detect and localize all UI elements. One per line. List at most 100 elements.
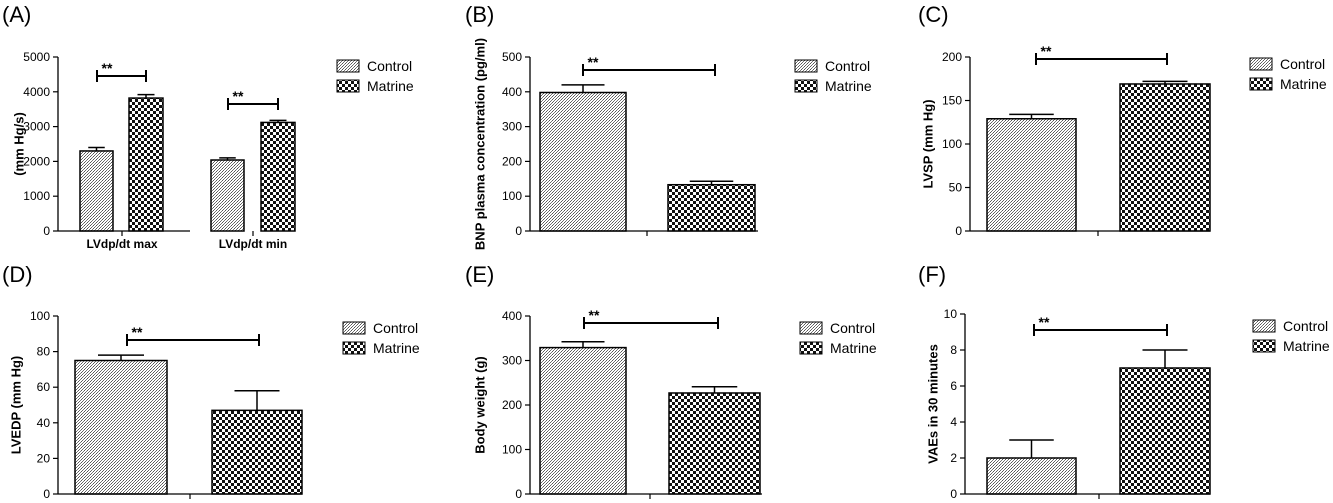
chart-panel-6: (F) 0 2 4 6 8 10 VAEs in 30 minutes ** Control Mat… bbox=[918, 262, 1330, 501]
bar-matrine bbox=[211, 409, 303, 495]
significance-bracket: ** bbox=[96, 60, 147, 82]
y-tick-label: 300 bbox=[502, 120, 522, 134]
y-tick-label: 150 bbox=[942, 94, 962, 108]
significance-label: ** bbox=[1039, 314, 1050, 330]
significance-label: ** bbox=[233, 88, 244, 104]
y-tick-label: 400 bbox=[502, 309, 522, 323]
chart-panel-5: (E) 0 100 200 300 400 Body weight (g) ** Control… bbox=[465, 262, 877, 501]
error-bar-control-2 bbox=[219, 157, 236, 161]
legend: Control Matrine bbox=[1249, 56, 1327, 92]
y-tick-label: 400 bbox=[502, 85, 522, 99]
error-bar-control bbox=[561, 84, 605, 93]
y-tick-label: 4000 bbox=[23, 85, 50, 99]
legend-swatch-matrine bbox=[336, 79, 360, 93]
legend-label-matrine: Matrine bbox=[1283, 338, 1330, 354]
legend-swatch-matrine bbox=[794, 79, 818, 93]
legend-label-control: Control bbox=[830, 320, 875, 336]
y-tick-label: 6 bbox=[950, 379, 957, 393]
significance-label: ** bbox=[1041, 43, 1052, 59]
y-tick-label: 300 bbox=[502, 354, 522, 368]
error-bar-matrine-2 bbox=[269, 119, 287, 123]
legend-label-matrine: Matrine bbox=[825, 78, 872, 94]
bar-matrine-1 bbox=[128, 97, 164, 232]
error-bar-matrine bbox=[1142, 349, 1188, 368]
y-tick-label: 80 bbox=[37, 345, 51, 359]
legend-label-matrine: Matrine bbox=[1280, 76, 1327, 92]
y-tick-label: 200 bbox=[502, 398, 522, 412]
chart-panel-1: (A) 0 1000 2000 3000 4000 5000 LVdp/dt max LVdp/… bbox=[2, 2, 414, 251]
error-bar-matrine bbox=[691, 386, 738, 393]
legend-label-control: Control bbox=[1280, 56, 1325, 72]
y-axis-label: LVSP (mm Hg) bbox=[920, 99, 935, 188]
significance-bracket: ** bbox=[1033, 314, 1168, 336]
y-tick-label: 0 bbox=[43, 487, 50, 501]
legend-swatch-control bbox=[342, 321, 366, 335]
error-bar-matrine bbox=[234, 390, 280, 411]
legend-swatch-matrine bbox=[1252, 339, 1276, 353]
bar-matrine bbox=[667, 183, 756, 232]
y-tick-label: 4 bbox=[950, 415, 957, 429]
error-bar-control-1 bbox=[88, 146, 105, 151]
y-tick-label: 0 bbox=[950, 487, 957, 501]
bar-control bbox=[74, 359, 168, 495]
error-bar-matrine bbox=[1142, 80, 1188, 84]
y-tick-label: 0 bbox=[515, 487, 522, 501]
significance-label: ** bbox=[132, 324, 143, 340]
chart-panel-3: (C) 0 50 100 150 200 LVSP (mm Hg) ** Control Matr… bbox=[918, 2, 1327, 238]
y-tick-label: 60 bbox=[37, 380, 51, 394]
legend-swatch-control bbox=[794, 59, 818, 73]
legend: Control Matrine bbox=[1252, 318, 1330, 354]
legend-swatch-control bbox=[1252, 319, 1276, 333]
legend: Control Matrine bbox=[794, 58, 872, 94]
y-tick-label: 5000 bbox=[23, 50, 50, 64]
significance-bracket: ** bbox=[582, 54, 716, 76]
y-tick-label: 40 bbox=[37, 416, 51, 430]
legend-label-control: Control bbox=[1283, 318, 1328, 334]
bar-control bbox=[986, 457, 1077, 495]
bar-control bbox=[986, 118, 1077, 232]
panel-label: (B) bbox=[465, 2, 494, 27]
y-tick-label: 20 bbox=[37, 451, 51, 465]
error-bar-control bbox=[561, 341, 605, 348]
y-axis-label: (mm Hg/s) bbox=[11, 112, 26, 176]
y-tick-label: 500 bbox=[502, 50, 522, 64]
legend-label-control: Control bbox=[825, 58, 870, 74]
panel-label: (E) bbox=[465, 262, 494, 287]
legend: Control Matrine bbox=[336, 58, 414, 94]
bar-matrine-2 bbox=[260, 121, 296, 232]
legend-swatch-control bbox=[1249, 57, 1273, 71]
error-bar-matrine bbox=[689, 180, 734, 185]
y-tick-label: 0 bbox=[515, 224, 522, 238]
legend: Control Matrine bbox=[342, 320, 420, 356]
error-bar-control bbox=[1009, 113, 1054, 119]
bar-control-1 bbox=[79, 150, 114, 232]
y-tick-label: 1000 bbox=[23, 189, 50, 203]
y-tick-label: 200 bbox=[502, 154, 522, 168]
bar-control bbox=[539, 346, 627, 495]
panel-label: (D) bbox=[2, 262, 33, 287]
bar-control-2 bbox=[210, 159, 245, 232]
y-axis-label: Body weight (g) bbox=[472, 356, 487, 454]
y-tick-label: 50 bbox=[949, 181, 963, 195]
legend: Control Matrine bbox=[799, 320, 877, 356]
significance-bracket: ** bbox=[227, 88, 279, 110]
bar-matrine bbox=[1119, 367, 1211, 495]
significance-label: ** bbox=[589, 307, 600, 323]
y-tick-label: 0 bbox=[43, 224, 50, 238]
y-tick-label: 3000 bbox=[23, 120, 50, 134]
legend-swatch-control bbox=[799, 321, 823, 335]
legend-swatch-control bbox=[336, 59, 360, 73]
bar-control bbox=[539, 91, 627, 232]
significance-label: ** bbox=[102, 60, 113, 76]
x-category-label: LVdp/dt max bbox=[86, 237, 157, 251]
y-tick-label: 2000 bbox=[23, 154, 50, 168]
y-tick-label: 100 bbox=[942, 137, 962, 151]
y-tick-label: 2 bbox=[950, 451, 957, 465]
bar-matrine bbox=[1119, 83, 1211, 232]
panel-label: (F) bbox=[918, 262, 946, 287]
panel-label: (A) bbox=[2, 2, 31, 27]
legend-label-control: Control bbox=[373, 320, 418, 336]
y-tick-label: 10 bbox=[944, 307, 958, 321]
y-tick-label: 100 bbox=[30, 309, 50, 323]
